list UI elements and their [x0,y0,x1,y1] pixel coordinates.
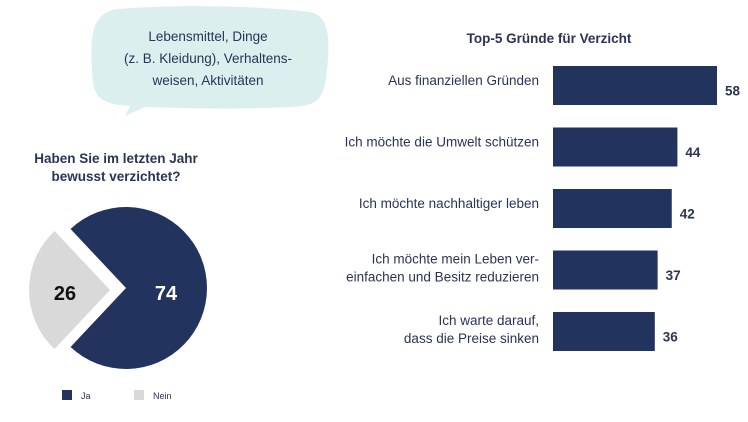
bar-category-label: Ich möchte nachhaltiger leben [359,196,539,211]
legend-label: Ja [81,391,91,401]
bar-value-label: 37 [666,268,681,283]
bubble-text-line: Lebensmittel, Dinge [148,29,267,44]
bar-category-label: Ich möchte die Umwelt schützen [345,135,539,150]
pie-slice-ja [70,206,207,369]
bar-value-label: 42 [680,207,695,222]
bar-value-label: 36 [663,330,679,345]
bar-category-label: Ich warte darauf, [438,313,539,328]
bar [553,250,658,290]
bar-value-label: 44 [685,145,701,160]
speech-bubble [91,6,329,117]
legend-label: Nein [153,391,172,401]
bubble-text-line: (z. B. Kleidung), Verhaltens- [124,51,292,66]
pie-label-ja: 74 [155,283,178,305]
legend-swatch [62,390,72,400]
bar [553,189,672,228]
bar-category-label: Aus finanziellen Gründen [388,73,539,88]
pie-label-nein: 26 [54,283,76,305]
bar [553,312,655,351]
bar-category-label: dass die Preise sinken [404,331,539,346]
bar-category-label: Ich möchte mein Leben ver- [372,252,539,267]
bar-category-label: einfachen und Besitz reduzieren [346,270,539,285]
bar-value-label: 58 [725,84,741,99]
pie-title-line: Haben Sie im letzten Jahr [34,151,198,166]
legend-swatch [134,390,144,400]
bar-chart-title: Top-5 Gründe für Verzicht [467,31,632,46]
pie-title-line: bewusst verzichtet? [51,169,180,184]
pie-slice-nein [29,230,111,350]
bar [553,66,717,105]
bubble-text-line: weisen, Aktivitäten [151,73,263,88]
bar [553,127,678,167]
